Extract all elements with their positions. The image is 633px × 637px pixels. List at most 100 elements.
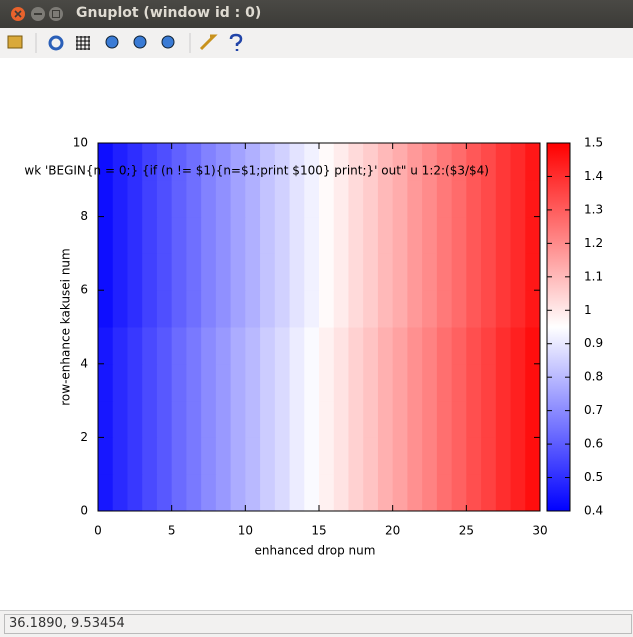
heatmap-cell — [363, 363, 379, 402]
x-tick-label: 15 — [311, 524, 326, 538]
heatmap-cell — [201, 253, 217, 291]
heatmap-cell — [289, 437, 305, 475]
heatmap-cell — [495, 253, 512, 291]
heatmap-cell — [481, 179, 497, 218]
y-tick-label: 10 — [73, 136, 88, 150]
heatmap-cell — [407, 363, 423, 402]
heatmap-cell — [215, 327, 232, 365]
heatmap-cell — [510, 216, 526, 254]
heatmap-cell — [392, 216, 408, 254]
heatmap-cell — [142, 143, 158, 181]
heatmap-cell — [407, 400, 423, 438]
heatmap-cell — [451, 437, 467, 475]
heatmap-cell — [363, 253, 379, 291]
heatmap-cell — [260, 474, 276, 512]
heatmap-cell — [319, 363, 335, 402]
heatmap-cell — [466, 437, 482, 475]
heatmap-cell — [142, 400, 158, 438]
heatmap-cell — [156, 253, 173, 291]
heatmap-cell — [422, 363, 438, 402]
heatmap-cell — [98, 290, 114, 328]
copy-button[interactable] — [7, 35, 23, 49]
heatmap-cell — [245, 216, 261, 254]
heatmap-cell — [98, 143, 114, 181]
autoscale-button[interactable] — [161, 35, 175, 49]
heatmap-cell — [98, 363, 114, 402]
heatmap-cell — [333, 327, 349, 365]
heatmap-cell — [186, 253, 202, 291]
config-button[interactable] — [199, 34, 218, 51]
heatmap-cell — [422, 290, 438, 328]
x-axis-label: enhanced drop num — [255, 544, 376, 558]
grid-button[interactable] — [76, 36, 90, 50]
heatmap-cell — [112, 216, 128, 254]
heatmap-cell — [436, 143, 453, 181]
heatmap-cell — [304, 179, 320, 218]
heatmap-cell — [112, 400, 128, 438]
maximize-button[interactable] — [49, 7, 63, 21]
heatmap-cell — [510, 143, 526, 181]
window-buttons — [11, 7, 63, 21]
heatmap-cell — [422, 143, 438, 181]
heatmap-cell — [377, 143, 394, 181]
heatmap-cell — [481, 400, 497, 438]
heatmap-cell — [466, 253, 482, 291]
heatmap-cell — [186, 437, 202, 475]
heatmap-cell — [186, 290, 202, 328]
heatmap-cell — [333, 363, 349, 402]
heatmap-cell — [142, 327, 158, 365]
heatmap-cell — [274, 327, 291, 365]
heatmap-cell — [333, 216, 349, 254]
heatmap-cell — [186, 327, 202, 365]
heatmap-cell — [407, 216, 423, 254]
x-tick-label: 20 — [385, 524, 400, 538]
heatmap-cell — [407, 253, 423, 291]
heatmap-cell — [422, 474, 438, 512]
heatmap-cell — [156, 400, 173, 438]
heatmap-cell — [260, 400, 276, 438]
zoom-next-button[interactable] — [133, 35, 147, 49]
heatmap-cell — [98, 216, 114, 254]
heatmap-cell — [392, 327, 408, 365]
heatmap-cell — [525, 437, 541, 475]
heatmap-cell — [422, 179, 438, 218]
heatmap-cell — [348, 327, 364, 365]
heatmap-cell — [348, 437, 364, 475]
heatmap-cell — [392, 363, 408, 402]
heatmap-cell — [171, 474, 187, 512]
heatmap-cell — [186, 363, 202, 402]
heatmap-cell — [319, 327, 335, 365]
heatmap-cell — [510, 363, 526, 402]
heatmap-cell — [142, 363, 158, 402]
heatmap-cell — [481, 253, 497, 291]
heatmap-cell — [392, 400, 408, 438]
heatmap-cell — [127, 363, 143, 402]
heatmap-cell — [451, 363, 467, 402]
zoom-prev-button[interactable] — [105, 35, 119, 49]
y-tick-label: 2 — [80, 430, 88, 444]
heatmap-cell — [319, 143, 335, 181]
heatmap-cell — [289, 474, 305, 512]
chart: wk 'BEGIN{n = 0;} {if (n != $1){n=$1;pri… — [0, 58, 633, 610]
heatmap-cell — [245, 253, 261, 291]
heatmap-cell — [392, 179, 408, 218]
heatmap-cell — [510, 179, 526, 218]
heatmap-cell — [510, 327, 526, 365]
heatmap-cell — [127, 179, 143, 218]
heatmap-cell — [525, 253, 541, 291]
colorbar-tick-label: 1 — [584, 303, 592, 317]
heatmap-cell — [333, 143, 349, 181]
heatmap-cell — [245, 400, 261, 438]
heatmap-cell — [112, 179, 128, 218]
heatmap-cell — [201, 290, 217, 328]
help-button[interactable] — [229, 33, 243, 51]
heatmap-cell — [245, 143, 261, 181]
heatmap-cell — [230, 327, 246, 365]
heatmap-cell — [407, 437, 423, 475]
colorbar-tick-label: 0.4 — [584, 504, 603, 518]
heatmap-cell — [466, 400, 482, 438]
replot-button[interactable] — [48, 35, 64, 51]
heatmap-cell — [363, 179, 379, 218]
heatmap-cell — [215, 400, 232, 438]
